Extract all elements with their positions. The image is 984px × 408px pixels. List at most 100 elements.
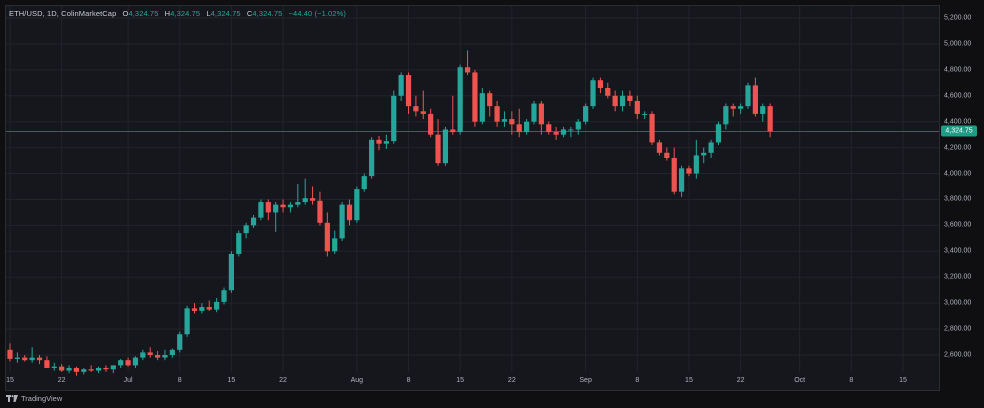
tradingview-branding[interactable]: TradingView	[6, 394, 62, 403]
interval-label[interactable]: 1D	[47, 9, 57, 18]
candle[interactable]	[59, 364, 65, 372]
candle[interactable]	[339, 202, 345, 241]
candle[interactable]	[723, 103, 729, 130]
candle[interactable]	[619, 90, 626, 112]
candle[interactable]	[236, 230, 242, 257]
candle[interactable]	[199, 303, 205, 314]
chart-pane[interactable]	[5, 5, 940, 391]
candle[interactable]	[265, 199, 271, 221]
candle[interactable]	[376, 135, 382, 151]
candle[interactable]	[642, 111, 648, 120]
candle[interactable]	[309, 186, 316, 205]
candle[interactable]	[701, 147, 707, 164]
candle[interactable]	[664, 147, 670, 161]
candle[interactable]	[450, 95, 456, 135]
candle[interactable]	[51, 362, 57, 371]
candle[interactable]	[132, 356, 139, 368]
candle[interactable]	[464, 50, 471, 76]
candle[interactable]	[169, 348, 175, 358]
candle[interactable]	[715, 121, 722, 146]
candle[interactable]	[767, 103, 773, 138]
candle[interactable]	[14, 352, 20, 363]
candle[interactable]	[147, 347, 153, 358]
candle[interactable]	[228, 251, 234, 293]
candle[interactable]	[656, 139, 663, 156]
candle[interactable]	[398, 72, 404, 101]
candle[interactable]	[693, 139, 699, 179]
candle[interactable]	[678, 165, 685, 197]
candle[interactable]	[553, 126, 559, 140]
candle[interactable]	[760, 103, 766, 122]
candle[interactable]	[243, 222, 249, 239]
candle[interactable]	[177, 331, 183, 353]
candle[interactable]	[324, 212, 330, 257]
candle[interactable]	[391, 90, 397, 144]
candle[interactable]	[206, 300, 212, 311]
candle[interactable]	[442, 126, 449, 166]
candle[interactable]	[428, 108, 434, 138]
candle[interactable]	[649, 111, 655, 146]
candle[interactable]	[140, 349, 146, 361]
candle[interactable]	[7, 343, 13, 362]
candle[interactable]	[36, 355, 43, 365]
candle[interactable]	[479, 87, 485, 125]
candle[interactable]	[671, 147, 677, 195]
candle[interactable]	[81, 367, 87, 375]
candle[interactable]	[420, 90, 426, 120]
candle[interactable]	[346, 199, 353, 226]
candle[interactable]	[487, 90, 493, 117]
symbol-label[interactable]: ETH/USD	[9, 9, 43, 18]
candle[interactable]	[738, 103, 744, 114]
candle[interactable]	[44, 356, 50, 368]
candle[interactable]	[369, 137, 375, 179]
candle[interactable]	[110, 365, 116, 374]
candle[interactable]	[383, 134, 389, 149]
candle[interactable]	[214, 297, 220, 313]
candle[interactable]	[457, 64, 463, 135]
candle[interactable]	[745, 82, 751, 109]
candle[interactable]	[280, 199, 286, 213]
candle[interactable]	[560, 126, 567, 138]
candle[interactable]	[273, 202, 279, 232]
candle[interactable]	[575, 119, 581, 135]
candle[interactable]	[612, 90, 618, 112]
candle[interactable]	[627, 90, 633, 107]
candle[interactable]	[546, 121, 552, 135]
candle[interactable]	[250, 215, 257, 228]
candle[interactable]	[118, 358, 124, 368]
candle[interactable]	[472, 69, 478, 127]
candle[interactable]	[509, 111, 515, 135]
candle[interactable]	[752, 77, 758, 117]
candle[interactable]	[494, 100, 500, 127]
candle[interactable]	[524, 119, 530, 135]
candle[interactable]	[583, 103, 589, 125]
candle[interactable]	[29, 347, 35, 363]
candle[interactable]	[155, 351, 161, 361]
candle[interactable]	[221, 287, 227, 305]
candle[interactable]	[287, 202, 294, 213]
candle[interactable]	[295, 183, 301, 208]
candle[interactable]	[184, 305, 190, 337]
candle[interactable]	[361, 173, 367, 192]
candle[interactable]	[354, 186, 360, 223]
candle[interactable]	[191, 303, 198, 314]
candle[interactable]	[590, 77, 596, 109]
candle[interactable]	[516, 108, 522, 138]
candle[interactable]	[686, 165, 692, 177]
candle[interactable]	[103, 365, 109, 372]
candle[interactable]	[95, 366, 102, 374]
candle[interactable]	[332, 230, 338, 254]
candle[interactable]	[435, 119, 441, 166]
candle[interactable]	[634, 95, 640, 120]
candle[interactable]	[538, 100, 544, 135]
candle[interactable]	[501, 111, 508, 127]
candle[interactable]	[531, 100, 537, 125]
candle[interactable]	[302, 178, 308, 205]
candle[interactable]	[405, 72, 412, 114]
candle[interactable]	[22, 355, 28, 362]
candle[interactable]	[568, 126, 574, 138]
candle[interactable]	[708, 139, 714, 158]
candle[interactable]	[125, 357, 131, 367]
candle[interactable]	[605, 82, 611, 99]
